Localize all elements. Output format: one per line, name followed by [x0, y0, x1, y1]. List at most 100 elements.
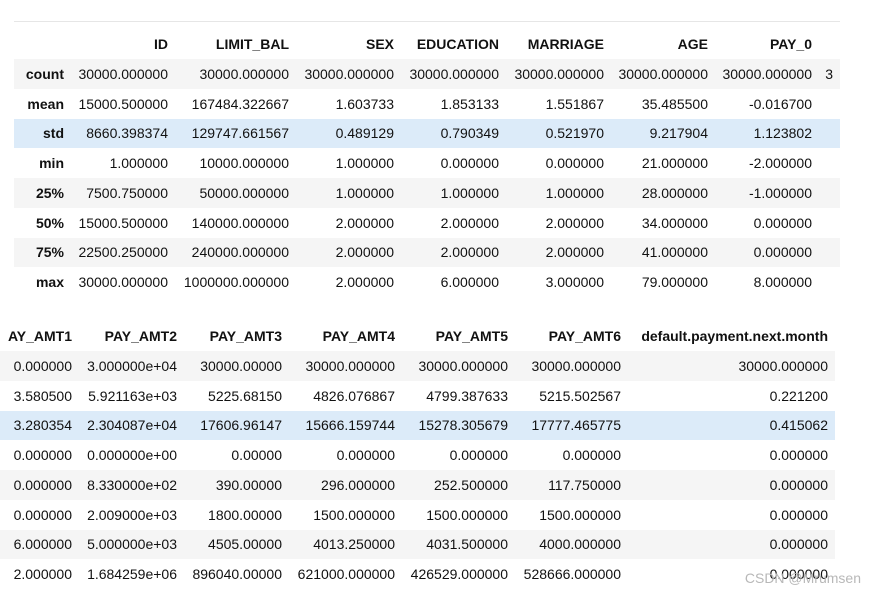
- table-cell: 5.921163e+03: [88, 387, 177, 404]
- header-row: AY_AMT1 PAY_AMT2 PAY_AMT3 PAY_AMT4 PAY_A…: [0, 321, 835, 351]
- header-row: ID LIMIT_BAL SEX EDUCATION MARRIAGE AGE …: [14, 29, 840, 59]
- table-cell: 30000.000000: [409, 65, 499, 82]
- table-cell: 30000.000000: [305, 357, 395, 374]
- table-cell: 15666.159744: [305, 417, 395, 434]
- table-cell: 30000.000000: [738, 357, 828, 374]
- table-cell: [819, 238, 840, 268]
- row-label: mean: [27, 95, 64, 112]
- row-label: count: [25, 65, 64, 82]
- table-cell: 1.603733: [335, 95, 394, 112]
- table-cell: 17606.96147: [200, 417, 282, 434]
- table-cell: 896040.00000: [192, 566, 282, 583]
- table-cell: 30000.000000: [722, 65, 812, 82]
- table-cell: 10000.000000: [199, 155, 289, 172]
- table-cell: 17777.465775: [531, 417, 621, 434]
- table-cell: 5225.68150: [208, 387, 282, 404]
- table-cell: 8660.398374: [86, 125, 168, 142]
- table-cell: 30000.000000: [199, 65, 289, 82]
- table-cell: [819, 148, 840, 178]
- column-header: SEX: [365, 36, 394, 52]
- table-cell: 2.000000: [335, 244, 394, 261]
- table-cell: 390.00000: [215, 476, 282, 493]
- table-row: mean 15000.500000 167484.322667 1.603733 1.8…: [14, 89, 840, 119]
- table-cell: 0.000000: [449, 447, 508, 464]
- describe-table-part2: AY_AMT1 PAY_AMT2 PAY_AMT3 PAY_AMT4 PAY_A…: [0, 321, 835, 589]
- table-cell: 1500.000000: [426, 506, 508, 523]
- row-label: 25%: [35, 184, 64, 201]
- table-cell: 426529.000000: [410, 566, 508, 583]
- top-divider: [14, 21, 840, 22]
- table-cell: 0.000000: [336, 447, 395, 464]
- table-cell: 0.489129: [335, 125, 394, 142]
- column-header: EDUCATION: [416, 36, 499, 52]
- column-header: AY_AMT1: [7, 328, 72, 344]
- table-row: 75% 22500.250000 240000.000000 2.000000 2.00…: [14, 237, 840, 268]
- row-label: 75%: [35, 244, 64, 261]
- table-row: count 30000.000000 30000.000000 30000.00000…: [14, 59, 840, 89]
- table-cell: 0.521970: [545, 125, 604, 142]
- table-row: std 8660.398374 129747.661567 0.489129 0.790…: [14, 118, 840, 149]
- table-cell: 9.217904: [649, 125, 708, 142]
- row-label: max: [35, 274, 64, 291]
- table-row: 2.000000 1.684259e+06 896040.00000 621000.0…: [0, 559, 835, 589]
- table-cell: 0.000000: [769, 566, 828, 583]
- table-cell: 0.221200: [769, 387, 828, 404]
- table-cell: 8.330000e+02: [87, 476, 177, 493]
- table-cell: 2.000000: [440, 214, 499, 231]
- table-cell: 1500.000000: [539, 506, 621, 523]
- table-cell: -0.016700: [748, 95, 812, 112]
- table-cell: 1.123802: [753, 125, 812, 142]
- table-cell: 4013.250000: [313, 536, 395, 553]
- table-cell: 0.000000: [769, 536, 828, 553]
- table-cell: 240000.000000: [191, 244, 289, 261]
- table-row: 6.000000 5.000000e+03 4505.00000 4013.25000…: [0, 529, 835, 560]
- table-row: max 30000.000000 1000000.000000 2.000000 6.0…: [14, 267, 840, 297]
- table-cell: 41.000000: [641, 244, 708, 261]
- table-row: 50% 15000.500000 140000.000000 2.000000 2.00…: [14, 208, 840, 238]
- table-cell: [819, 89, 840, 119]
- row-label: 50%: [35, 214, 64, 231]
- table-cell: 2.009000e+03: [87, 506, 177, 523]
- table-cell: 2.000000: [545, 214, 604, 231]
- table-cell: 0.000000: [769, 476, 828, 493]
- table-cell: 0.000000: [769, 506, 828, 523]
- table-cell: -2.000000: [748, 155, 812, 172]
- table-cell: 30000.00000: [200, 357, 282, 374]
- table-cell: 30000.000000: [618, 65, 708, 82]
- table-cell: 3.000000e+04: [87, 357, 177, 374]
- table-cell: 0.000000: [13, 357, 72, 374]
- table-cell: 0.000000: [562, 447, 621, 464]
- column-header: PAY_AMT6: [548, 328, 621, 344]
- table-cell: 2.000000: [335, 214, 394, 231]
- table-cell: 15278.305679: [418, 417, 508, 434]
- table-cell: 7500.750000: [86, 184, 168, 201]
- table-cell: [819, 119, 840, 149]
- table-cell: 2.304087e+04: [87, 417, 177, 434]
- table-cell: 22500.250000: [78, 244, 168, 261]
- table-cell: 1.000000: [545, 184, 604, 201]
- table-cell: 129747.661567: [191, 125, 289, 142]
- table-cell: -1.000000: [748, 184, 812, 201]
- table-cell: 30000.000000: [514, 65, 604, 82]
- table-cell: 2.000000: [545, 244, 604, 261]
- table-cell: 8.000000: [753, 274, 812, 291]
- table-cell: 30000.000000: [418, 357, 508, 374]
- table-cell: 2.000000: [13, 566, 72, 583]
- table-cell: 4826.076867: [313, 387, 395, 404]
- table-cell: 0.000000: [13, 447, 72, 464]
- table-cell: 296.000000: [321, 476, 395, 493]
- column-header: PAY_AMT2: [104, 328, 177, 344]
- table-cell: 4799.387633: [426, 387, 508, 404]
- table-row: min 1.000000 10000.000000 1.000000 0.000000 0…: [14, 148, 840, 178]
- table-cell: 5215.502567: [539, 387, 621, 404]
- table-cell: 34.000000: [641, 214, 708, 231]
- table-cell: 30000.000000: [78, 274, 168, 291]
- column-header: PAY_AMT3: [209, 328, 282, 344]
- table-cell: 140000.000000: [191, 214, 289, 231]
- table-cell: 0.000000: [545, 155, 604, 172]
- table-cell: 3: [825, 65, 833, 82]
- table-cell: 0.000000: [753, 244, 812, 261]
- table-cell: 30000.000000: [531, 357, 621, 374]
- table-cell: 0.000000: [13, 476, 72, 493]
- table-cell: 528666.000000: [523, 566, 621, 583]
